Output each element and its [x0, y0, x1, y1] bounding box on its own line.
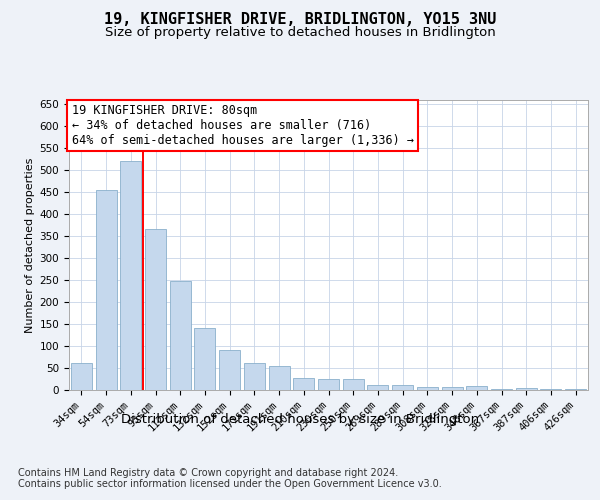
Bar — [541, 388, 562, 390]
Bar — [491, 388, 512, 390]
Bar — [293, 378, 314, 390]
Bar — [244, 363, 265, 390]
Bar — [565, 388, 586, 390]
Text: 19 KINGFISHER DRIVE: 80sqm
← 34% of detached houses are smaller (716)
64% of sem: 19 KINGFISHER DRIVE: 80sqm ← 34% of deta… — [71, 104, 413, 148]
Bar — [170, 281, 191, 390]
Bar — [318, 378, 339, 390]
Bar — [466, 386, 487, 390]
Bar — [145, 228, 166, 390]
Bar — [516, 388, 537, 390]
Bar — [343, 378, 364, 390]
Bar — [95, 190, 116, 390]
Bar — [392, 384, 413, 390]
Bar — [219, 350, 240, 390]
Y-axis label: Number of detached properties: Number of detached properties — [25, 158, 35, 332]
Bar — [194, 328, 215, 390]
Text: Distribution of detached houses by size in Bridlington: Distribution of detached houses by size … — [121, 412, 479, 426]
Text: 19, KINGFISHER DRIVE, BRIDLINGTON, YO15 3NU: 19, KINGFISHER DRIVE, BRIDLINGTON, YO15 … — [104, 12, 496, 28]
Bar — [269, 366, 290, 390]
Bar — [120, 161, 141, 390]
Bar — [417, 388, 438, 390]
Text: Contains HM Land Registry data © Crown copyright and database right 2024.
Contai: Contains HM Land Registry data © Crown c… — [18, 468, 442, 489]
Bar — [71, 363, 92, 390]
Bar — [367, 385, 388, 390]
Text: Size of property relative to detached houses in Bridlington: Size of property relative to detached ho… — [104, 26, 496, 39]
Bar — [442, 388, 463, 390]
